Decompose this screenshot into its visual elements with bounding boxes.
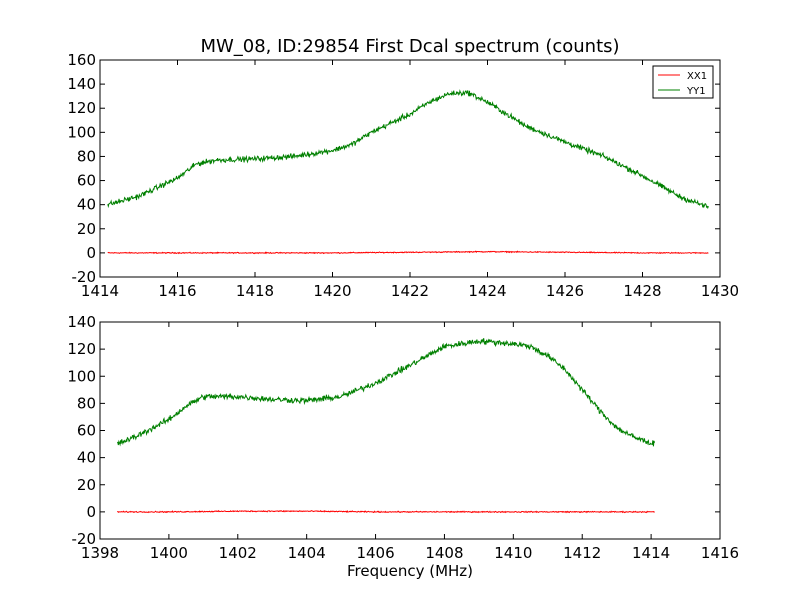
y-tick-label: 20 — [77, 220, 96, 238]
y-tick-label: 80 — [77, 147, 96, 165]
x-tick-label: 1416 — [158, 282, 196, 300]
x-tick-label: 1400 — [150, 544, 188, 562]
x-tick-label: 1426 — [546, 282, 584, 300]
legend-label-yy1: YY1 — [686, 86, 706, 97]
y-tick-label: 60 — [77, 172, 96, 190]
chart-title: MW_08, ID:29854 First Dcal spectrum (cou… — [200, 36, 619, 57]
y-tick-label: 40 — [77, 196, 96, 214]
y-tick-label: 100 — [67, 123, 96, 141]
y-tick-label: 0 — [86, 503, 96, 521]
bottom-subplot: 1398 1400 1402 1404 1406 1408 1410 1412 1414 1416… — [67, 313, 739, 562]
x-tick-label: 1428 — [623, 282, 661, 300]
x-tick-label: 1410 — [494, 544, 532, 562]
y-tick-label: 120 — [67, 99, 96, 117]
y-tick-label: 60 — [77, 422, 96, 440]
y-tick-label: -20 — [72, 530, 97, 548]
x-axis-label: Frequency (MHz) — [347, 562, 473, 580]
x-tick-label: 1416 — [701, 544, 739, 562]
y-tick-label: 20 — [77, 476, 96, 494]
y-tick-label: 140 — [67, 75, 96, 93]
legend-label-xx1: XX1 — [687, 71, 707, 82]
x-tick-label: 1422 — [391, 282, 429, 300]
x-tick-label: 1420 — [313, 282, 351, 300]
series-line-yy1 — [107, 89, 709, 210]
y-tick-label: 40 — [77, 449, 96, 467]
x-tick-label: 1430 — [701, 282, 739, 300]
top-subplot: 1414 1416 1418 1420 1422 1424 1426 1428 1430 -20 0… — [67, 51, 739, 300]
y-tick-label: 120 — [67, 340, 96, 358]
series-line-xx1 — [107, 250, 709, 255]
legend-box — [652, 65, 714, 99]
x-tick-label: 1402 — [219, 544, 257, 562]
y-tick-label: 80 — [77, 394, 96, 412]
y-tick-label: 100 — [67, 367, 96, 385]
y-tick-label: 140 — [67, 313, 96, 331]
x-tick-label: 1424 — [468, 282, 506, 300]
series-line-xx1 — [117, 509, 655, 514]
x-tick-label: 1418 — [236, 282, 274, 300]
series-line-yy1 — [116, 338, 656, 447]
y-tick-label: -20 — [72, 268, 97, 286]
y-tick-label: 160 — [67, 51, 96, 69]
x-tick-label: 1414 — [81, 282, 119, 300]
x-tick-label: 1412 — [563, 544, 601, 562]
x-tick-label: 1408 — [425, 544, 463, 562]
x-tick-label: 1404 — [288, 544, 326, 562]
x-tick-label: 1414 — [632, 544, 670, 562]
x-tick-label: 1398 — [81, 544, 119, 562]
x-tick-label: 1406 — [356, 544, 394, 562]
y-tick-label: 0 — [86, 244, 96, 262]
